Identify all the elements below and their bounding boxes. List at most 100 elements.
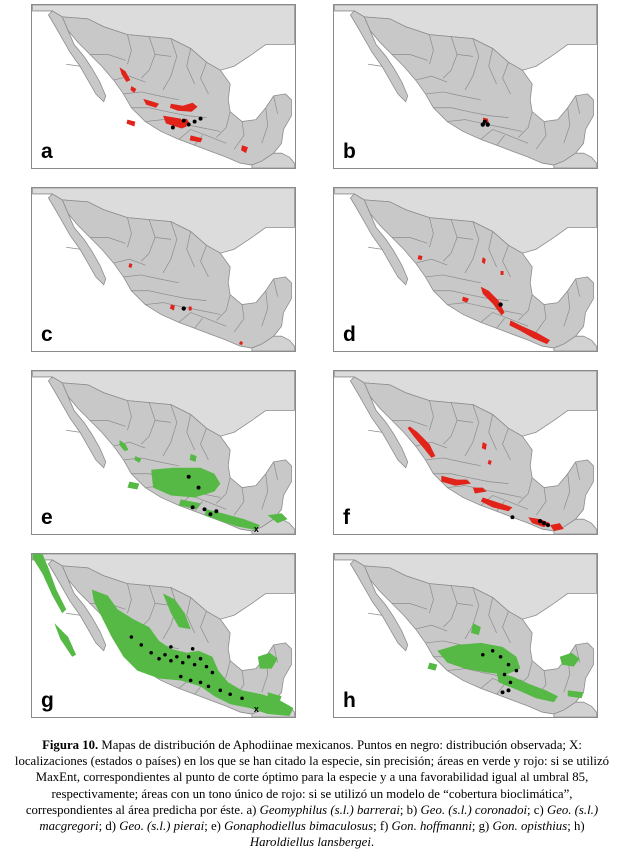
central-america (251, 335, 295, 351)
state-border (368, 612, 383, 616)
state-border (66, 612, 81, 616)
caption-text: . (370, 835, 375, 850)
state-border (575, 461, 580, 480)
species-name: Gon. hoffmanni (391, 819, 472, 834)
state-border (443, 36, 458, 79)
predicted-area-green (32, 554, 294, 717)
state-border (488, 48, 497, 85)
observed-point (541, 520, 547, 526)
state-border (178, 312, 227, 327)
mexico-mainland (61, 199, 292, 349)
area-patch (119, 440, 129, 452)
state-border (443, 219, 458, 262)
state-border (433, 107, 509, 118)
area-patch (417, 255, 423, 261)
state-border (496, 318, 505, 329)
state-border (66, 429, 81, 433)
observed-point (206, 684, 211, 689)
area-patch (143, 98, 160, 108)
state-border (488, 231, 497, 268)
map-panel-h: h (333, 553, 598, 718)
observed-point (157, 656, 161, 661)
species-name: Geo. (s.l.) macgregori (39, 802, 599, 834)
state-border (480, 312, 529, 327)
area-patch (441, 475, 471, 486)
predicted-area-green (119, 440, 288, 531)
species-name: Geomyphilus (s.l.) barrerai (259, 802, 400, 817)
caption-text: Mapas de distribución de Aphodiinae mexi… (14, 738, 610, 817)
area-patch (54, 623, 77, 657)
state-border (141, 219, 156, 262)
caption-text: ; g) (471, 819, 493, 834)
state-border (502, 62, 511, 95)
state-border (447, 302, 523, 315)
state-border (162, 221, 178, 274)
state-border (464, 587, 480, 640)
area-patch (559, 652, 580, 667)
observed-point (169, 658, 173, 663)
state-border (155, 237, 171, 240)
caption-text: ; b) (399, 802, 421, 817)
observed-point (208, 512, 213, 517)
observed-point (490, 649, 495, 653)
area-patch (32, 554, 67, 614)
state-border (178, 129, 227, 144)
area-patch (267, 513, 288, 524)
state-border (261, 290, 269, 327)
state-border (123, 457, 179, 467)
observed-point (196, 485, 201, 490)
mexico-mainland (61, 382, 292, 532)
species-name: Gon. opisthius (492, 819, 568, 834)
observed-point (502, 672, 507, 677)
state-border (425, 274, 481, 284)
area-patch (462, 296, 469, 303)
state-border (575, 644, 580, 663)
map-panel-a: a (31, 4, 296, 169)
area-patch (204, 509, 260, 531)
state-border (425, 457, 481, 467)
state-border (496, 684, 505, 695)
observed-points (481, 649, 519, 695)
observed-point (186, 474, 191, 479)
state-border (464, 38, 480, 91)
observed-point (480, 122, 485, 127)
mexico-map-e: x (32, 371, 295, 534)
observed-points (170, 116, 203, 130)
state-border (127, 34, 132, 65)
central-america (553, 518, 597, 534)
state-border (457, 603, 473, 606)
state-border (233, 487, 245, 516)
observed-point (498, 302, 503, 307)
state-border (425, 91, 481, 101)
state-border (464, 404, 480, 457)
state-border (502, 611, 511, 644)
state-border (391, 420, 428, 427)
state-border (155, 420, 171, 423)
state-border (216, 294, 231, 321)
state-border (457, 237, 473, 240)
mexico-map-g: x (32, 554, 295, 717)
state-border (113, 441, 146, 449)
state-border (89, 237, 126, 244)
observed-point (514, 668, 519, 673)
state-border (66, 63, 81, 67)
species-name: Geo. (s.l.) coronadoi (420, 802, 528, 817)
observed-point (190, 647, 195, 651)
area-patch (128, 263, 133, 269)
area-patch (91, 589, 294, 717)
observed-point (180, 660, 185, 665)
state-border (415, 75, 448, 83)
state-border (575, 278, 580, 297)
observed-point (537, 518, 543, 524)
baja-california (349, 376, 409, 469)
base-map (32, 554, 295, 717)
state-border (415, 258, 448, 266)
state-border (273, 461, 278, 480)
observed-point (186, 654, 191, 659)
area-patch (189, 135, 203, 143)
map-panel-c: c (31, 187, 296, 352)
observed-points (510, 515, 550, 528)
observed-point (188, 678, 193, 683)
observed-point (546, 523, 550, 528)
area-patch (481, 442, 487, 451)
